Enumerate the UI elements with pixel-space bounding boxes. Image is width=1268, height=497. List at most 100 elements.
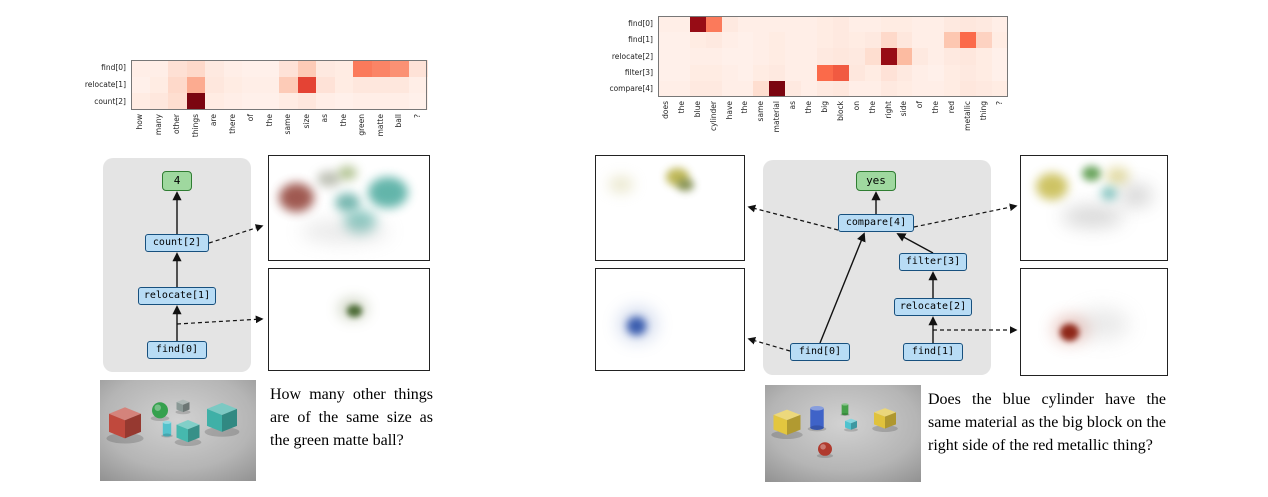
heatmap-cell bbox=[912, 64, 929, 82]
heatmap-cell bbox=[785, 64, 802, 82]
heatmap-cell bbox=[928, 80, 945, 98]
heatmap-cell bbox=[721, 64, 738, 82]
heatmap-cell bbox=[673, 16, 691, 33]
scene-object-cylinder bbox=[807, 405, 827, 432]
heatmap-cell bbox=[801, 64, 818, 82]
heatmap-column-label: the bbox=[867, 101, 877, 114]
heatmap-cell bbox=[864, 16, 882, 33]
heatmap-row-label: find[1] bbox=[628, 35, 653, 45]
heatmap-cell bbox=[149, 76, 169, 94]
heatmap-cell bbox=[753, 48, 770, 66]
left-question: How many other things are of the same si… bbox=[270, 386, 433, 450]
attention-blob bbox=[368, 176, 409, 208]
scene-object-cylinder bbox=[161, 420, 173, 438]
heatmap-cell bbox=[260, 93, 280, 111]
heatmap-frame bbox=[658, 16, 1008, 97]
heatmap-cell bbox=[880, 64, 897, 82]
heatmap-cell bbox=[371, 76, 391, 94]
heatmap-column-label: block bbox=[835, 101, 845, 121]
heatmap-cell bbox=[316, 76, 335, 94]
heatmap-cell bbox=[832, 32, 850, 49]
heatmap-cell bbox=[186, 60, 206, 78]
heatmap-cell bbox=[689, 80, 707, 98]
heatmap-cell bbox=[186, 93, 206, 111]
heatmap-cell bbox=[960, 80, 977, 98]
heatmap-cell bbox=[149, 60, 169, 78]
right-answer-box: yes bbox=[856, 171, 896, 191]
module-find1: find[1] bbox=[903, 343, 963, 361]
heatmap-cell bbox=[673, 80, 691, 98]
heatmap-cell bbox=[168, 76, 187, 94]
heatmap-cell bbox=[721, 16, 738, 33]
heatmap-column-label: the bbox=[264, 113, 274, 127]
heatmap-cell bbox=[848, 80, 866, 98]
heatmap-cell bbox=[316, 93, 335, 111]
heatmap-cell bbox=[801, 80, 818, 98]
heatmap-cell bbox=[689, 48, 707, 66]
heatmap-cell bbox=[705, 16, 723, 33]
heatmap-cell bbox=[279, 76, 298, 94]
heatmap-cell bbox=[944, 16, 961, 33]
heatmap-cell bbox=[991, 80, 1009, 98]
heatmap-cell bbox=[149, 93, 169, 111]
heatmap-cell bbox=[896, 80, 913, 98]
heatmap-cell bbox=[880, 48, 897, 66]
heatmap-cell bbox=[408, 93, 428, 111]
heatmap-cell bbox=[960, 32, 977, 49]
heatmap-cell bbox=[721, 48, 738, 66]
heatmap-cell bbox=[260, 76, 280, 94]
heatmap-cell bbox=[896, 48, 913, 66]
heatmap-cell bbox=[242, 60, 261, 78]
heatmap-cell bbox=[279, 60, 298, 78]
right-scene-image bbox=[765, 385, 921, 482]
heatmap-cell bbox=[737, 80, 754, 98]
heatmap-column-label: green bbox=[357, 113, 367, 136]
heatmap-frame bbox=[131, 60, 427, 110]
heatmap-cell bbox=[801, 16, 818, 33]
heatmap-cell bbox=[334, 93, 354, 111]
heatmap-cell bbox=[912, 32, 929, 49]
heatmap-cell bbox=[131, 93, 150, 111]
heatmap-cell bbox=[976, 32, 993, 49]
heatmap-cell bbox=[864, 80, 882, 98]
heatmap-cell bbox=[928, 32, 945, 49]
heatmap-column-label: big bbox=[819, 101, 829, 113]
heatmap-row-label: relocate[1] bbox=[84, 79, 126, 89]
heatmap-cell bbox=[390, 76, 409, 94]
heatmap-column-label: blue bbox=[692, 101, 702, 118]
heatmap-cell bbox=[785, 32, 802, 49]
module-count2: count[2] bbox=[145, 234, 209, 252]
heatmap-cell bbox=[928, 48, 945, 66]
heatmap-cell bbox=[864, 64, 882, 82]
scene-object-cube bbox=[174, 419, 202, 446]
module-find0-left: find[0] bbox=[147, 341, 207, 359]
heatmap-column-label: ? bbox=[994, 101, 1004, 105]
heatmap-cell bbox=[297, 60, 317, 78]
heatmap-cell bbox=[353, 76, 372, 94]
heatmap-cell bbox=[769, 80, 786, 98]
heatmap-column-label: the bbox=[931, 101, 941, 114]
scene-object-sphere bbox=[816, 442, 834, 458]
heatmap-cell bbox=[817, 80, 834, 98]
right-attention-image-right-top bbox=[1020, 155, 1168, 261]
heatmap-cell bbox=[168, 93, 187, 111]
scene-object-sphere bbox=[150, 402, 170, 421]
heatmap-cell bbox=[737, 48, 754, 66]
heatmap-column-label: on bbox=[851, 101, 861, 111]
heatmap-column-label: many bbox=[153, 113, 163, 135]
heatmap-cell bbox=[801, 48, 818, 66]
scene-object-cube bbox=[175, 399, 191, 415]
heatmap-cell bbox=[131, 76, 150, 94]
heatmap-cell bbox=[832, 64, 850, 82]
attention-blob bbox=[1105, 168, 1130, 185]
heatmap-column-label: cylinder bbox=[708, 101, 718, 131]
attention-blob bbox=[677, 178, 694, 192]
heatmap-column-label: same bbox=[283, 113, 293, 135]
heatmap-cell bbox=[848, 64, 866, 82]
heatmap-cell bbox=[689, 32, 707, 49]
heatmap-cell bbox=[705, 64, 723, 82]
heatmap-cell bbox=[880, 16, 897, 33]
heatmap-cell bbox=[408, 76, 428, 94]
heatmap-column-label: of bbox=[246, 113, 256, 122]
heatmap-cell bbox=[371, 60, 391, 78]
